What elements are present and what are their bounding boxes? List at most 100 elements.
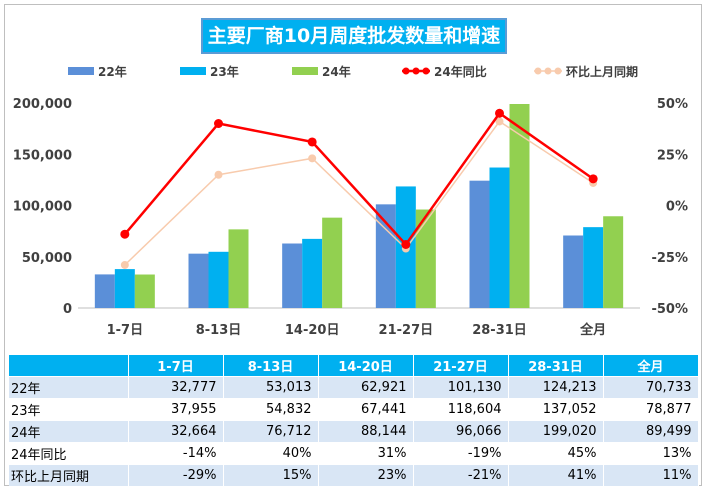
table-cell: 118,604: [413, 398, 509, 421]
table-header-cell: 全月: [603, 355, 699, 377]
table-header-cell: 14-20日: [318, 355, 414, 377]
point-yoy-24: [307, 137, 317, 147]
bar-22: [94, 274, 115, 308]
y-left-tick-label: 0: [63, 302, 72, 317]
table-cell: 11%: [603, 464, 699, 487]
x-tick-label: 21-27日: [379, 323, 434, 338]
table-header-cell: 21-27日: [413, 355, 509, 377]
y-left-tick-label: 100,000: [13, 200, 72, 215]
bar-23: [114, 269, 135, 308]
bar-24: [322, 217, 343, 308]
row-label: 22年: [9, 376, 129, 399]
chart-title: 主要厂商10月周度批发数量和增速: [201, 18, 507, 54]
point-mom: [495, 117, 504, 126]
row-label: 环比上月同期: [9, 464, 129, 487]
legend-mom-swatch-dot: [554, 67, 562, 75]
table-cell: 96,066: [413, 420, 509, 443]
point-mom: [120, 260, 129, 269]
table-cell: 45%: [508, 442, 604, 465]
table-header-cell: [9, 355, 129, 377]
table-cell: 89,499: [603, 420, 699, 443]
legend-yoy-24-swatch-dot: [412, 67, 420, 75]
table-header-cell: 28-31日: [508, 355, 604, 377]
y-right-tick-label: -25%: [651, 251, 688, 266]
table-cell: 15%: [223, 464, 319, 487]
table-cell: 41%: [508, 464, 604, 487]
legend-mom-swatch-dot: [534, 67, 542, 75]
y-right-tick-label: -50%: [651, 302, 688, 317]
bar-24: [228, 229, 249, 308]
table-cell: -29%: [128, 464, 224, 487]
line-mom: [124, 120, 594, 266]
legend-22-label: 22年: [98, 64, 127, 79]
legend-yoy-24-label: 24年同比: [434, 64, 487, 79]
table-row: 24年 32,664 76,712 88,144 96,066 199,020 …: [9, 420, 699, 443]
table-cell: -21%: [413, 464, 509, 487]
y-left-tick-label: 50,000: [22, 251, 72, 266]
table-cell: 53,013: [223, 376, 319, 399]
table-cell: 54,832: [223, 398, 319, 421]
bar-22: [188, 253, 209, 308]
legend-23-label: 23年: [210, 64, 239, 79]
line-yoy-24: [123, 111, 594, 247]
x-tick-label: 14-20日: [285, 323, 340, 338]
table-header-cell: 1-7日: [128, 355, 224, 377]
table-header-cell: 8-13日: [223, 355, 319, 377]
bar-24: [134, 274, 155, 308]
bar-23: [302, 238, 323, 308]
x-tick-label: 8-13日: [196, 323, 242, 338]
table-cell: 70,733: [603, 376, 699, 399]
table-cell: 40%: [223, 442, 319, 465]
table-row: 23年 37,955 54,832 67,441 118,604 137,052…: [9, 398, 699, 421]
x-tick-label: 全月: [579, 322, 606, 338]
legend-24-swatch: [292, 67, 318, 75]
bar-23: [583, 227, 604, 308]
bar-24: [603, 216, 624, 308]
table-cell: 137,052: [508, 398, 604, 421]
row-label: 23年: [9, 398, 129, 421]
point-yoy-24: [588, 174, 598, 184]
legend-22-swatch: [68, 67, 94, 75]
point-mom: [308, 154, 317, 163]
table-cell: 88,144: [318, 420, 414, 443]
bar-24: [509, 104, 530, 308]
table-cell: 124,213: [508, 376, 604, 399]
table-cell: 31%: [318, 442, 414, 465]
point-yoy-24: [120, 229, 130, 239]
bar-22: [563, 235, 584, 308]
table-header-row: 1-7日 8-13日 14-20日 21-27日 28-31日 全月: [9, 355, 699, 377]
legend-mom-label: 环比上月同期: [566, 64, 638, 79]
point-yoy-24: [401, 239, 411, 249]
bar-22: [375, 204, 396, 308]
y-left-tick-label: 150,000: [13, 148, 72, 163]
table-cell: 78,877: [603, 398, 699, 421]
table-cell: 37,955: [128, 398, 224, 421]
legend-yoy-24-swatch-dot: [422, 67, 430, 75]
bar-22: [282, 243, 303, 308]
y-right-tick-label: 0%: [666, 200, 688, 215]
table-cell: 67,441: [318, 398, 414, 421]
legend-24-label: 24年: [322, 64, 351, 79]
bar-23: [489, 167, 510, 308]
point-yoy-24: [214, 119, 223, 128]
table-cell: 101,130: [413, 376, 509, 399]
table-row: 24年同比 -14% 40% 31% -19% 45% 13%: [9, 442, 699, 465]
table-cell: 13%: [603, 442, 699, 465]
table-row: 环比上月同期 -29% 15% 23% -21% 41% 11%: [9, 464, 699, 487]
table-cell: 62,921: [318, 376, 414, 399]
data-table: 1-7日 8-13日 14-20日 21-27日 28-31日 全月 22年 3…: [9, 355, 699, 487]
table-cell: 199,020: [508, 420, 604, 443]
row-label: 24年同比: [9, 442, 129, 465]
bar-22: [469, 180, 490, 308]
table-cell: -14%: [128, 442, 224, 465]
table-cell: 32,664: [128, 420, 224, 443]
legend-23-swatch: [180, 67, 206, 75]
row-label: 24年: [9, 420, 129, 443]
y-right-tick-label: 50%: [657, 97, 688, 112]
table-cell: -19%: [413, 442, 509, 465]
bar-24: [415, 209, 436, 308]
y-right-tick-label: 25%: [657, 148, 688, 163]
bar-23: [208, 251, 229, 308]
y-left-tick-label: 200,000: [13, 97, 72, 112]
point-mom: [214, 170, 223, 179]
